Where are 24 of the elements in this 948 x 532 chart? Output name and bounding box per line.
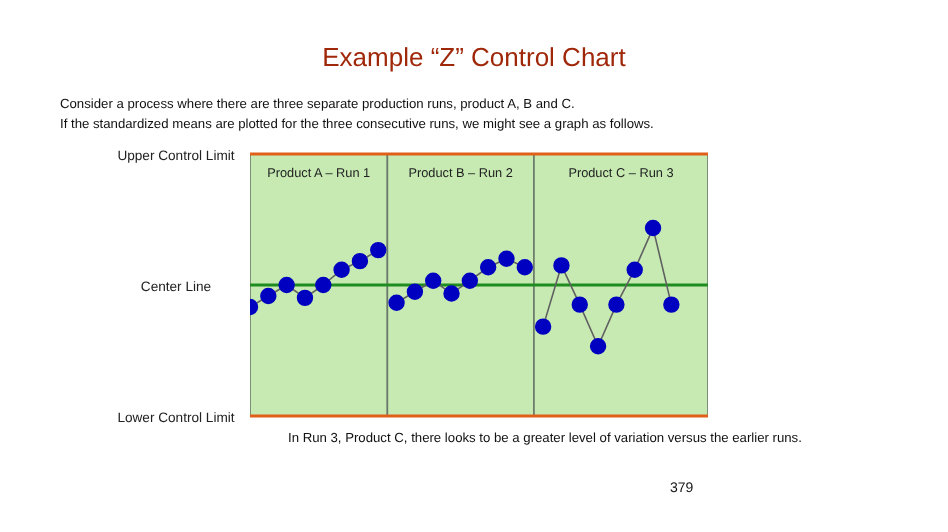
point [571,296,588,313]
point [516,259,533,276]
point [425,272,442,289]
point [498,250,515,267]
point [663,296,680,313]
point [644,219,662,237]
point [370,241,387,259]
point [534,318,552,335]
point [388,294,405,311]
point [333,261,350,278]
point [278,276,295,294]
point [626,261,643,278]
point [351,252,369,270]
point [589,338,607,355]
chart-title: Example “Z” Control Chart [320,42,628,72]
point [608,296,625,313]
point [553,257,570,274]
point [260,287,277,305]
point [479,259,497,276]
point [406,283,424,300]
point [461,272,479,289]
point [443,285,460,302]
point [315,276,332,294]
point [296,289,314,307]
